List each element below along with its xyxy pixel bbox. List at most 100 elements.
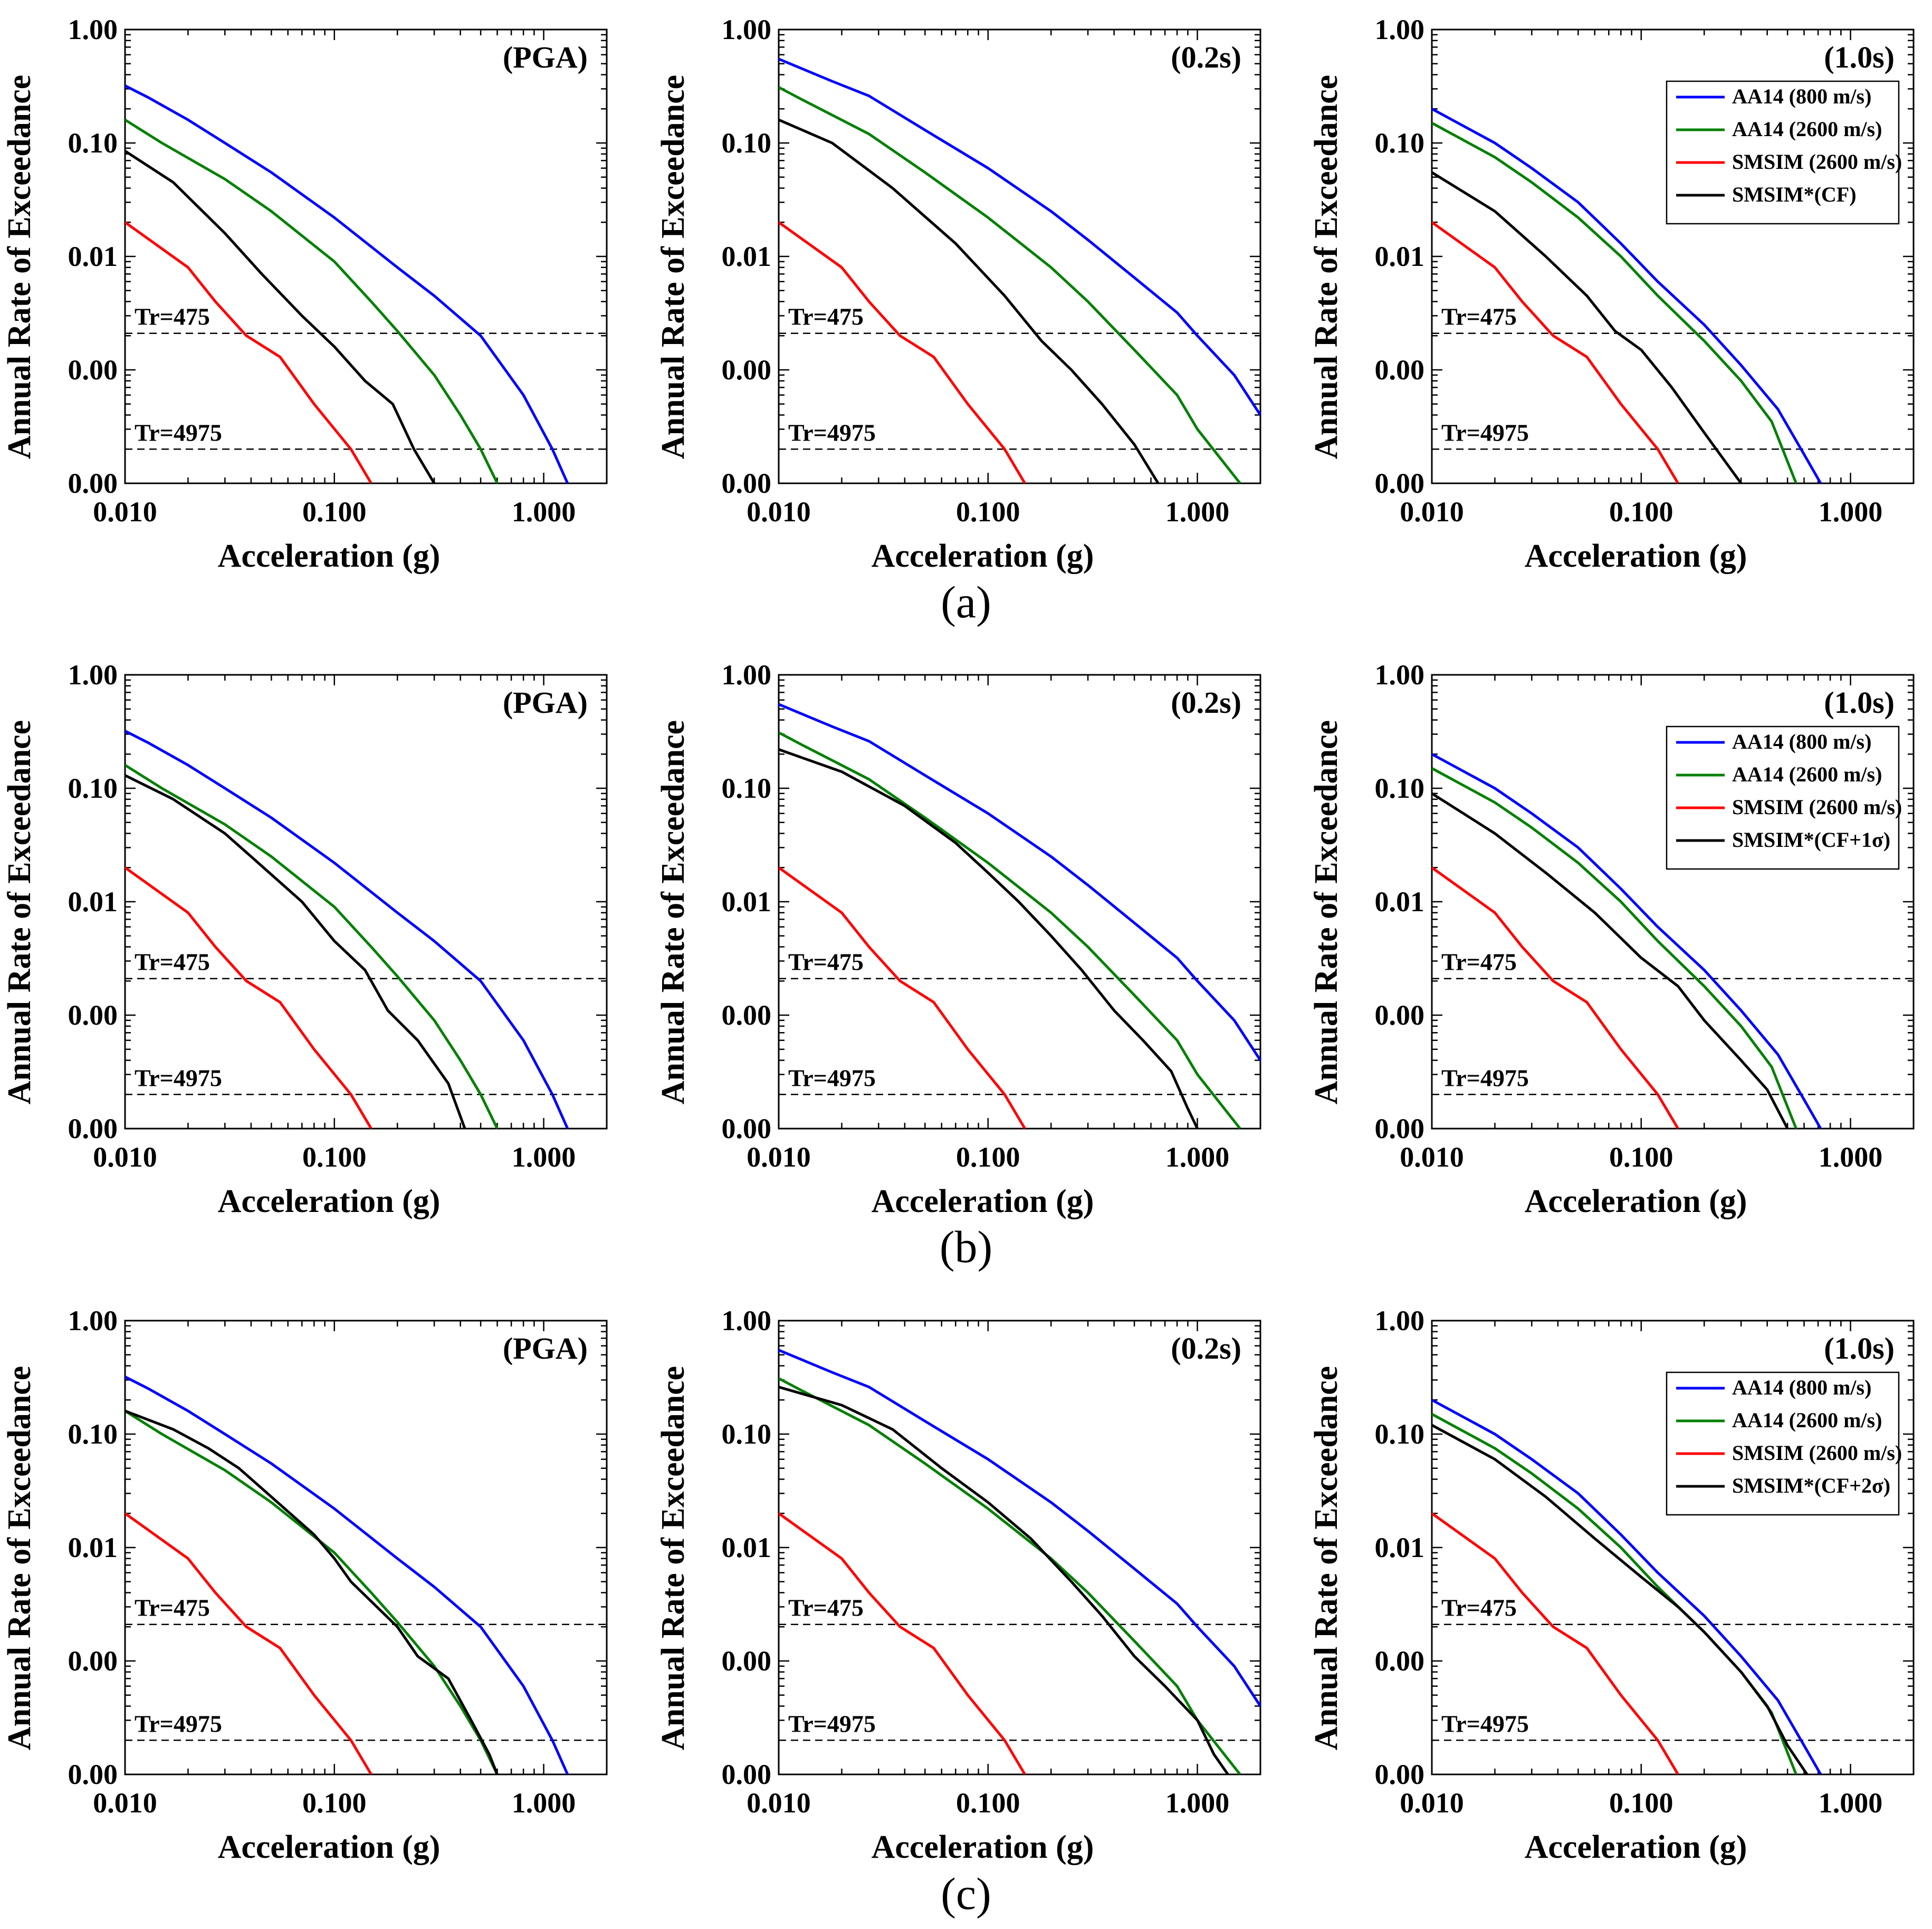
return-period-label: Tr=475 [135,1594,210,1621]
x-tick-label: 0.010 [1400,496,1464,528]
y-tick-label: 0.10 [722,1418,772,1450]
y-tick-label: 0.00 [1375,467,1425,499]
x-tick-label: 1.000 [1165,1787,1230,1819]
series-line [779,118,1160,483]
x-tick-label: 0.100 [302,496,367,528]
y-tick-label: 0.00 [68,1645,118,1677]
x-tick-label: 1.000 [1819,1141,1883,1173]
return-period-label: Tr=475 [1441,1594,1517,1621]
x-axis-title: Acceleration (g) [218,1829,441,1865]
series-line [1432,1424,1809,1774]
return-period-label: Tr=4975 [788,1064,876,1091]
y-tick-label: 0.10 [1375,1418,1425,1450]
subplot-title: (0.2s) [1171,685,1241,720]
subplot-1-0: 0.010 0.100 1.000 1.00 0.10 0.01 0.00 0.00 Accel… [2,659,608,1219]
return-period-label: Tr=4975 [788,419,876,446]
return-period-label: Tr=4975 [135,419,222,446]
series-line [779,1349,1260,1707]
series-line [1432,1512,1679,1774]
legend-label: SMSIM*(CF+2σ) [1732,1474,1890,1497]
x-axis-title: Acceleration (g) [872,1829,1094,1865]
row-label-b: (b) [939,1221,993,1272]
series-line [125,221,372,483]
return-period-label: Tr=4975 [1441,419,1529,446]
legend-label: AA14 (2600 m/s) [1732,1408,1882,1432]
y-axis-title: Annual Rate of Exceedance [2,720,37,1104]
series-line [779,221,1026,483]
legend-box [1666,1371,1900,1516]
legend-label: SMSIM (2600 m/s) [1732,795,1902,819]
x-tick-label: 1.000 [1819,496,1883,528]
series-line [125,1409,499,1774]
y-tick-label: 1.00 [1375,14,1425,45]
return-period-label: Tr=475 [135,303,210,330]
y-tick-label: 0.00 [722,1113,772,1144]
subplot-1-1: 0.010 0.100 1.000 1.00 0.10 0.01 0.00 0.00 Accel… [655,659,1261,1219]
return-period-label: Tr=475 [135,949,210,976]
y-tick-label: 0.00 [1375,1113,1425,1144]
return-period-label: Tr=4975 [1441,1064,1529,1091]
x-tick-label: 0.010 [747,496,811,528]
x-axis-title: Acceleration (g) [1525,1183,1747,1219]
legend-label: SMSIM*(CF+1σ) [1732,828,1890,852]
y-tick-label: 0.00 [722,999,772,1031]
x-tick-label: 1.000 [1165,1141,1230,1173]
subplot-title: (1.0s) [1824,40,1895,74]
x-tick-label: 1.000 [512,496,576,528]
series-line [125,1512,372,1774]
return-period-label: Tr=475 [1441,949,1517,976]
plot-frame [124,1320,608,1775]
subplot-title: (0.2s) [1171,40,1241,74]
y-tick-label: 1.00 [68,1305,118,1336]
return-period-label: Tr=4975 [135,1064,222,1091]
legend-label: AA14 (2600 m/s) [1732,762,1882,786]
y-tick-label: 1.00 [68,659,118,691]
x-tick-label: 1.000 [512,1141,576,1173]
series-line [125,150,436,483]
subplot-title: (PGA) [503,1331,588,1365]
y-tick-label: 0.01 [68,241,118,272]
x-tick-label: 0.100 [956,1787,1020,1819]
series-line [125,1376,569,1774]
legend: AA14 (800 m/s) AA14 (2600 m/s) SMSIM (2600… [1666,725,1902,870]
y-tick-label: 0.01 [68,1532,118,1563]
y-tick-label: 0.10 [722,127,772,159]
y-axis-title: Annual Rate of Exceedance [2,75,37,459]
return-period-label: Tr=475 [1441,303,1517,330]
x-tick-label: 0.100 [956,496,1020,528]
series-line [125,84,569,483]
return-period-label: Tr=4975 [1441,1710,1529,1737]
subplot-title: (1.0s) [1824,1331,1895,1365]
series-line [779,1512,1026,1774]
x-tick-label: 0.010 [93,496,157,528]
y-tick-label: 0.10 [1375,772,1425,804]
series-group [1432,1399,1822,1774]
plot-frame [124,674,608,1130]
row-label-a: (a) [941,577,991,627]
plot-frame [778,1320,1261,1775]
series-group [125,1376,569,1774]
y-tick-label: 0.00 [722,467,772,499]
plot-frame [778,28,1261,484]
legend-label: AA14 (800 m/s) [1732,730,1871,753]
x-axis-title: Acceleration (g) [1525,538,1747,574]
x-axis-title: Acceleration (g) [872,538,1094,574]
x-tick-label: 0.010 [1400,1787,1464,1819]
x-tick-label: 0.100 [1609,1141,1673,1173]
x-tick-label: 0.010 [747,1141,811,1173]
y-tick-label: 1.00 [1375,659,1425,691]
return-period-label: Tr=4975 [135,1710,222,1737]
y-tick-label: 0.00 [722,354,772,386]
x-tick-label: 0.010 [93,1141,157,1173]
y-tick-label: 0.10 [68,772,118,804]
legend-label: SMSIM*(CF) [1732,183,1857,206]
series-line [125,1409,499,1774]
y-axis-title: Annual Rate of Exceedance [655,1366,691,1750]
y-tick-label: 0.00 [1375,354,1425,386]
row-label-c: (c) [941,1868,991,1919]
return-period-label: Tr=475 [788,303,864,330]
series-group [779,703,1260,1129]
return-period-label: Tr=4975 [788,1710,876,1737]
y-tick-label: 0.00 [68,467,118,499]
series-group [125,730,569,1129]
